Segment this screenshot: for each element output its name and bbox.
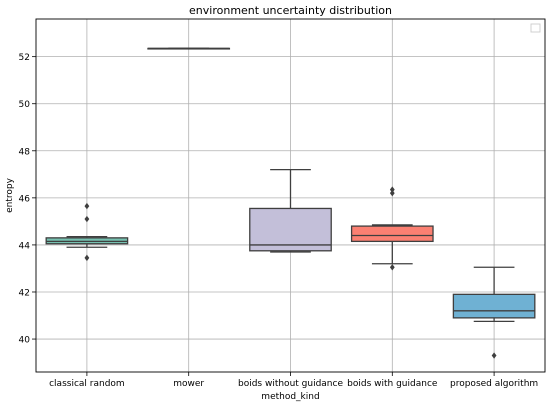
box-group-5 xyxy=(452,266,536,359)
outlier-point xyxy=(491,352,497,359)
x-axis-label: method_kind xyxy=(261,392,319,402)
outlier-point xyxy=(389,186,395,193)
y-tick-label: 44 xyxy=(19,241,31,251)
chart-title: environment uncertainty distribution xyxy=(189,4,392,17)
legend-box xyxy=(530,23,541,33)
box-group-3 xyxy=(249,168,332,253)
y-tick-label: 50 xyxy=(19,100,31,110)
y-tick-label: 42 xyxy=(19,288,30,298)
box-group-4 xyxy=(350,186,434,271)
ticks-layer: 40 42 44 46 48 50 52 classical random mower boids… xyxy=(19,53,539,389)
box-group-2 xyxy=(147,47,231,50)
outlier-point xyxy=(389,189,395,197)
boxes-layer xyxy=(45,47,536,359)
outlier-point xyxy=(84,215,90,223)
outlier-point xyxy=(389,264,395,271)
box-body xyxy=(249,207,332,252)
outlier-point xyxy=(84,254,90,262)
box-group-1 xyxy=(45,202,129,262)
x-tick-label: proposed algorithm xyxy=(450,379,538,389)
x-tick-label: boids without guidance xyxy=(238,379,343,389)
x-tick-label: mower xyxy=(173,379,204,389)
grid-lines xyxy=(36,19,545,372)
box-body xyxy=(350,225,434,243)
x-tick-label: boids with guidance xyxy=(347,379,438,389)
y-tick-label: 46 xyxy=(19,194,31,204)
x-tick-label: classical random xyxy=(49,379,125,389)
y-tick-label: 48 xyxy=(19,147,31,157)
outlier-point xyxy=(84,202,90,210)
y-tick-label: 52 xyxy=(19,53,30,63)
y-axis-label: entropy xyxy=(5,177,15,212)
box-body xyxy=(452,293,536,319)
y-tick-label: 40 xyxy=(19,336,31,346)
